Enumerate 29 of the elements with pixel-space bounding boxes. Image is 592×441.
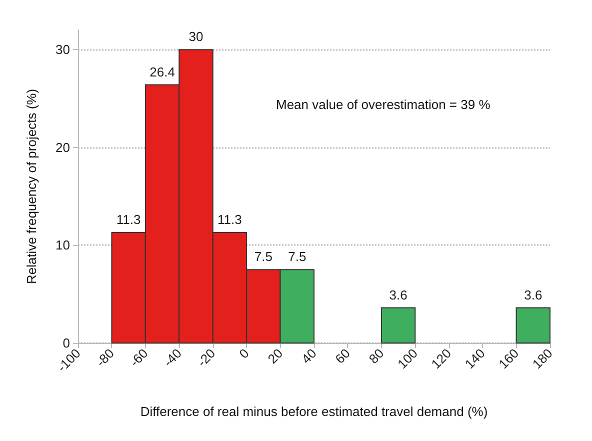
data-label: 7.5 <box>254 249 272 264</box>
y-tick-label: 10 <box>56 238 70 253</box>
data-label: 11.3 <box>218 212 242 227</box>
data-label: 7.5 <box>288 249 306 264</box>
data-label: 3.6 <box>524 287 542 302</box>
x-tick-label: 60 <box>332 346 354 367</box>
x-tick-label: 160 <box>496 346 522 372</box>
x-tick-label: 100 <box>394 346 420 372</box>
y-tick-label: 0 <box>62 336 70 350</box>
x-tick-label: 180 <box>529 346 556 372</box>
data-label: 30 <box>188 29 204 44</box>
data-label: 3.6 <box>389 287 408 302</box>
x-tick-label: 120 <box>428 346 454 372</box>
x-tick-label: 40 <box>298 346 320 367</box>
data-label: 11.3 <box>116 212 141 227</box>
x-tick-label: -60 <box>126 346 151 370</box>
y-axis-title: Relative frequency of projects (%) <box>24 88 39 284</box>
x-tick-label: -80 <box>93 346 118 370</box>
y-tick-label: 30 <box>56 42 70 58</box>
x-tick-label: -40 <box>160 346 184 370</box>
x-tick-label: -20 <box>194 346 218 370</box>
y-tick-label: 20 <box>56 140 70 155</box>
x-tick-label: 80 <box>366 346 387 367</box>
annotation: Mean value of overestimation = 39 % <box>276 97 491 112</box>
x-axis-title: Difference of real minus before estimated travel demand (%) <box>140 404 488 419</box>
data-label: 26.4 <box>150 64 175 80</box>
x-tick-label: 0 <box>236 346 252 362</box>
x-tick-label: 20 <box>264 346 286 367</box>
x-tick-label: 140 <box>462 346 488 372</box>
